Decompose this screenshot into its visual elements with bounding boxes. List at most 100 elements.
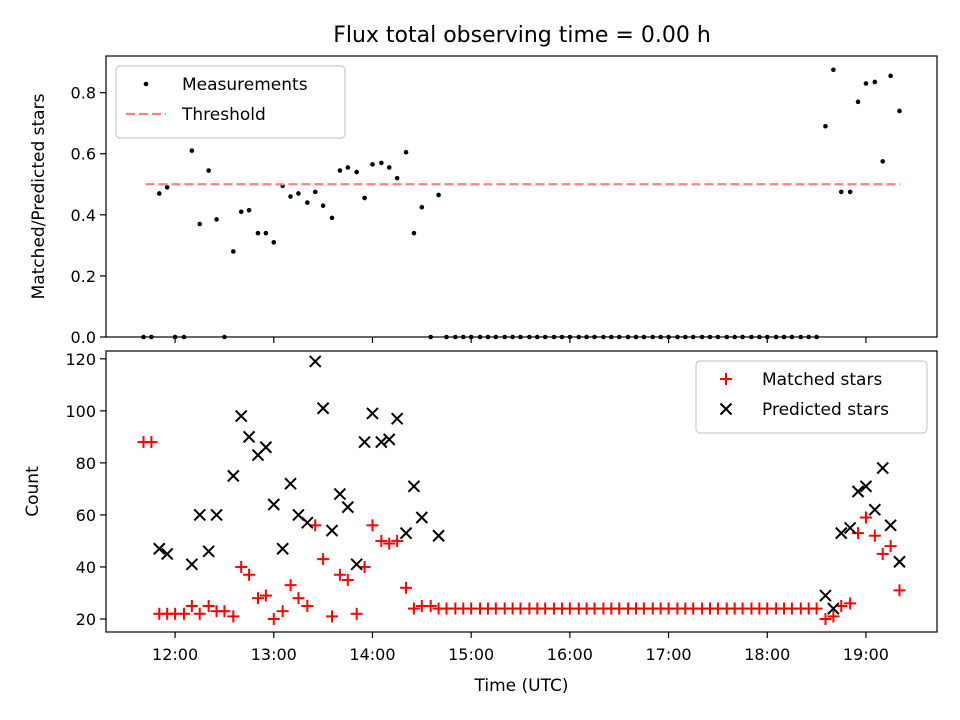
top-y-ticks: 0.0 0.2 0.4 0.6 0.8 bbox=[71, 84, 106, 347]
bottom-y-tick-label: 100 bbox=[65, 402, 96, 421]
bottom-predicted-stars-point bbox=[819, 589, 832, 602]
bottom-matched-stars-point bbox=[366, 519, 379, 532]
top-measurements-point bbox=[263, 230, 269, 236]
bottom-matched-stars-point bbox=[326, 610, 339, 623]
bottom-predicted-stars-point bbox=[210, 508, 223, 522]
top-measurements-point bbox=[337, 168, 343, 173]
bottom-predicted-stars-point bbox=[843, 521, 857, 535]
bottom-x-tick-label: 12:00 bbox=[152, 645, 198, 664]
top-y-tick-label: 0.8 bbox=[71, 84, 96, 103]
bottom-predicted-stars-point bbox=[153, 542, 166, 555]
bottom-y-axis-label: Count bbox=[23, 466, 43, 517]
bottom-predicted-stars-point bbox=[893, 555, 906, 568]
top-measurements-point bbox=[411, 230, 417, 236]
bottom-x-tick-label: 15:00 bbox=[448, 645, 494, 664]
top-axes-frame bbox=[105, 55, 938, 338]
bottom-predicted-stars-point bbox=[383, 433, 396, 446]
bottom-predicted-stars-point bbox=[309, 355, 322, 368]
bottom-matched-stars-point bbox=[235, 560, 248, 573]
bottom-matched-stars-point bbox=[868, 529, 881, 542]
bottom-legend: Matched stars Predicted stars bbox=[695, 360, 928, 434]
bottom-predicted-stars-point bbox=[884, 519, 897, 532]
top-measurements-point bbox=[214, 217, 219, 222]
bottom-matched-stars-point bbox=[145, 436, 158, 449]
bottom-matched-stars-point bbox=[407, 602, 420, 615]
bottom-predicted-stars-point bbox=[235, 409, 248, 423]
top-measurements-point bbox=[354, 169, 359, 175]
top-measurements-point bbox=[880, 159, 886, 164]
top-measurements-point bbox=[863, 81, 869, 86]
bottom-y-tick-label: 120 bbox=[65, 350, 96, 369]
bottom-predicted-stars-point bbox=[358, 435, 371, 449]
bottom-predicted-stars-point bbox=[316, 402, 330, 415]
bottom-x-axis-label: Time (UTC) bbox=[474, 676, 569, 696]
bottom-predicted-stars-point bbox=[325, 524, 339, 537]
bottom-legend-box bbox=[695, 360, 928, 434]
bottom-y-tick-label: 20 bbox=[76, 610, 96, 629]
top-measurements-point bbox=[320, 203, 326, 208]
top-measurements-point bbox=[345, 165, 351, 170]
bottom-matched-stars-point bbox=[884, 540, 897, 553]
top-y-axis-label: Matched/Predicted stars bbox=[29, 93, 49, 299]
bottom-x-tick-label: 13:00 bbox=[251, 645, 297, 664]
bottom-predicted-stars-point bbox=[835, 526, 848, 540]
bottom-predicted-stars-point bbox=[827, 602, 840, 615]
bottom-matched-stars-point bbox=[259, 589, 272, 602]
top-legend: Measurements Threshold bbox=[115, 65, 346, 139]
bottom-matched-stars-point bbox=[218, 605, 231, 618]
bottom-matched-stars-point bbox=[400, 581, 413, 594]
bottom-predicted-stars-point bbox=[432, 529, 445, 542]
bottom-x-ticks: 12:00 13:00 14:00 15:00 16:00 17:00 18:00 19:00 bbox=[152, 632, 889, 664]
top-measurements-point bbox=[872, 79, 878, 85]
top-measurements-point bbox=[419, 204, 425, 210]
top-measurements-point bbox=[238, 209, 244, 215]
bottom-matched-stars-point bbox=[827, 610, 840, 623]
bottom-plot-marks bbox=[137, 355, 906, 625]
bottom-axes: 20 40 60 80 100 120 12:00 13:00 14:00 15:00 16:00… bbox=[23, 350, 938, 696]
top-measurements-point bbox=[823, 123, 828, 129]
bottom-x-tick-label: 17:00 bbox=[645, 645, 691, 664]
top-measurements-point bbox=[831, 67, 836, 73]
top-measurements-point bbox=[370, 162, 375, 167]
bottom-predicted-stars-point bbox=[301, 516, 314, 529]
top-legend-box bbox=[115, 65, 346, 139]
top-measurements-point bbox=[394, 175, 400, 181]
bottom-predicted-stars-point bbox=[366, 407, 379, 420]
bottom-x-tick-label: 16:00 bbox=[547, 645, 593, 664]
bottom-legend-predicted-stars-swatch bbox=[719, 402, 733, 416]
bottom-predicted-stars-point bbox=[859, 480, 873, 493]
top-measurements-point bbox=[296, 191, 301, 196]
bottom-x-tick-label: 18:00 bbox=[744, 645, 790, 664]
bottom-predicted-stars-point bbox=[193, 508, 206, 522]
bottom-matched-stars-point bbox=[243, 568, 256, 581]
top-measurements-point bbox=[305, 200, 310, 205]
top-measurements-point bbox=[403, 149, 409, 155]
bottom-matched-stars-point bbox=[284, 579, 297, 592]
bottom-matched-stars-point bbox=[819, 612, 832, 625]
bottom-predicted-stars-point bbox=[333, 487, 347, 501]
top-measurements-point bbox=[231, 249, 236, 254]
bottom-predicted-stars-point bbox=[242, 430, 256, 444]
top-measurements-point bbox=[838, 189, 844, 195]
top-measurements-point bbox=[362, 195, 367, 201]
bottom-matched-stars-point bbox=[202, 599, 215, 612]
bottom-legend-matched-stars-swatch bbox=[720, 373, 732, 385]
top-measurements-point bbox=[888, 73, 893, 79]
bottom-axes-frame bbox=[105, 350, 938, 633]
bottom-matched-stars-point bbox=[227, 610, 240, 623]
bottom-predicted-stars-point bbox=[284, 477, 297, 490]
figure-title: Flux total observing time = 0.00 h bbox=[333, 23, 711, 48]
bottom-predicted-stars-point bbox=[267, 498, 280, 511]
bottom-matched-stars-point bbox=[267, 612, 280, 625]
bottom-predicted-stars-point bbox=[160, 547, 174, 561]
bottom-predicted-stars-point bbox=[350, 558, 363, 571]
bottom-matched-stars-point bbox=[876, 547, 889, 560]
top-legend-measurements-label: Measurements bbox=[182, 75, 308, 95]
bottom-matched-stars-point bbox=[893, 584, 906, 597]
top-measurements-point bbox=[386, 165, 392, 170]
bottom-matched-stars-point bbox=[301, 599, 314, 612]
bottom-predicted-stars-point bbox=[227, 469, 240, 483]
bottom-predicted-stars-point bbox=[415, 511, 429, 524]
bottom-matched-stars-point bbox=[193, 607, 206, 620]
